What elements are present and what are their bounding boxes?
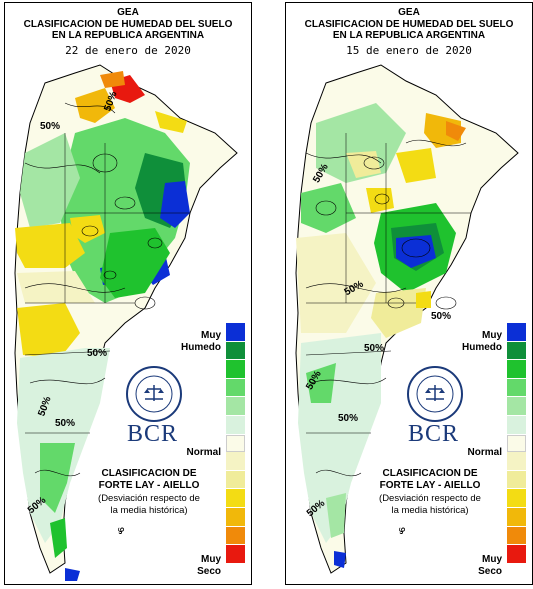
scale-swatch xyxy=(226,452,245,471)
title-clasificacion: CLASIFICACION DE HUMEDAD DEL SUELO xyxy=(23,19,233,30)
legend-humedo: Humedo xyxy=(181,342,221,353)
title-republica: EN LA REPUBLICA ARGENTINA xyxy=(332,30,486,41)
pct-label: 50% xyxy=(364,343,385,354)
scale-swatch xyxy=(226,434,245,453)
scale-swatch xyxy=(507,323,526,342)
bcr-logo-text: BCR xyxy=(127,421,179,447)
pct-label: 50% xyxy=(55,418,76,429)
scale-swatch xyxy=(507,489,526,508)
clasif-line1: CLASIFICACION DE xyxy=(382,468,478,479)
scale-swatch xyxy=(226,341,245,361)
zone-lightgreen-north xyxy=(316,103,406,183)
legend-muy-seco-1: Muy xyxy=(201,554,221,565)
bcr-logo-text: BCR xyxy=(408,421,460,447)
pct-label: 50% xyxy=(338,413,359,424)
scale-swatch xyxy=(226,470,245,490)
scale-swatch xyxy=(226,378,245,398)
scale-swatch xyxy=(507,507,526,527)
legend-humedo: Humedo xyxy=(462,342,502,353)
scale-swatch xyxy=(507,526,526,546)
province-borders xyxy=(24,133,190,434)
bcr-seal-logo xyxy=(126,366,182,422)
zone-darkorange-ne xyxy=(446,121,466,141)
bcr-seal-logo xyxy=(407,366,463,422)
scale-swatch xyxy=(507,434,526,453)
legend-seco: Seco xyxy=(478,566,502,577)
zone-yellow-center xyxy=(70,215,105,243)
malvinas-islands-icon: ഴ xyxy=(398,525,406,537)
title-gea: GEA xyxy=(398,7,420,18)
zone-paleyellow xyxy=(17,271,95,303)
legend-muy-seco-1: Muy xyxy=(482,554,502,565)
title-clasificacion: CLASIFICACION DE HUMEDAD DEL SUELO xyxy=(304,19,514,30)
scale-swatch xyxy=(226,415,245,435)
title-gea: GEA xyxy=(117,7,139,18)
scale-swatch xyxy=(226,526,245,546)
scale-swatch xyxy=(507,470,526,490)
title-republica: EN LA REPUBLICA ARGENTINA xyxy=(51,30,205,41)
map-date: 22 de enero de 2020 xyxy=(65,44,191,57)
clasif-line4: la media histórica) xyxy=(391,505,469,516)
clasif-line3: (Desviación respecto de xyxy=(98,493,200,504)
pct-label: 50% xyxy=(87,348,108,359)
scale-swatch xyxy=(507,378,526,398)
zone-orange-ne xyxy=(424,113,461,148)
soil-moisture-map xyxy=(295,64,519,574)
province-borders xyxy=(305,133,471,434)
scale-swatch xyxy=(226,323,245,342)
legend-normal: Normal xyxy=(467,447,502,458)
zone-blue-center xyxy=(396,235,436,268)
zone-orange-north xyxy=(75,88,115,123)
moisture-color-scale xyxy=(226,323,245,564)
scale-swatch xyxy=(507,341,526,361)
zone-green-south xyxy=(326,493,346,538)
legend-muy-humedo-1: Muy xyxy=(482,330,502,341)
scale-swatch xyxy=(507,452,526,471)
malvinas-islands-icon: ഴ xyxy=(117,525,125,537)
zone-yellow-west xyxy=(15,223,85,268)
legend-muy-humedo-1: Muy xyxy=(201,330,221,341)
scale-swatch xyxy=(226,397,245,416)
scale-swatch xyxy=(507,545,526,564)
zone-green-patagonia xyxy=(40,443,75,513)
clasif-line2: FORTE LAY - AIELLO xyxy=(379,480,481,491)
pct-label: 50% xyxy=(40,121,61,132)
scale-swatch xyxy=(507,415,526,435)
scale-swatch xyxy=(226,360,245,379)
scale-swatch xyxy=(507,397,526,416)
zone-yellow-south xyxy=(371,288,426,338)
clasif-line2: FORTE LAY - AIELLO xyxy=(98,480,200,491)
soil-moisture-map xyxy=(14,64,238,581)
clasif-line3: (Desviación respecto de xyxy=(379,493,481,504)
map-panel-jan15: GEA CLASIFICACION DE HUMEDAD DEL SUELO E… xyxy=(285,2,533,585)
zone-paleyellow-west xyxy=(296,233,376,333)
zone-blue-tdf xyxy=(334,551,346,568)
legend-normal: Normal xyxy=(186,447,221,458)
zone-blue-tdf xyxy=(65,568,80,581)
map-date: 15 de enero de 2020 xyxy=(346,44,472,57)
moisture-color-scale xyxy=(507,323,526,564)
zone-blue-ne xyxy=(160,181,190,228)
scale-swatch xyxy=(226,489,245,508)
zone-green-south xyxy=(50,518,67,558)
scale-swatch xyxy=(226,545,245,564)
zone-brightgreen xyxy=(100,228,170,298)
clasif-line1: CLASIFICACION DE xyxy=(101,468,197,479)
scale-swatch xyxy=(226,507,245,527)
scale-swatch xyxy=(507,360,526,379)
clasif-line4: la media histórica) xyxy=(110,505,188,516)
zone-green-west xyxy=(301,183,356,233)
zone-green-pat xyxy=(306,363,336,403)
zone-orange-north2 xyxy=(100,71,125,88)
zone-yellow-center xyxy=(366,188,394,213)
zone-yellow-spot xyxy=(416,291,431,308)
zone-yellow-ne xyxy=(155,111,187,133)
zone-yellow-sw xyxy=(17,303,80,358)
zone-yellow-ne2 xyxy=(396,148,436,183)
legend-seco: Seco xyxy=(197,566,221,577)
pct-label: 50% xyxy=(431,311,452,322)
map-panel-jan22: GEA CLASIFICACION DE HUMEDAD DEL SUELO E… xyxy=(4,2,252,585)
